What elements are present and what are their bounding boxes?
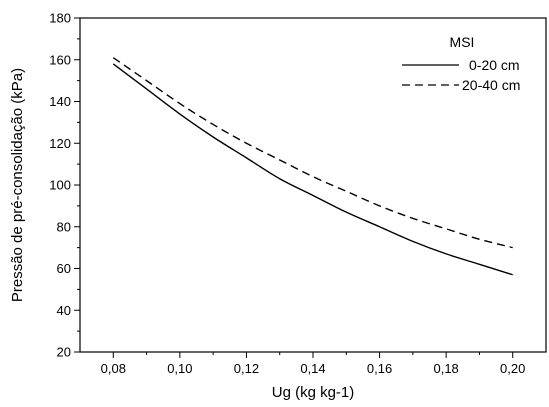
series-line-20-40cm	[112, 57, 513, 249]
y-tick-label: 100	[49, 178, 71, 193]
y-tick-label: 140	[49, 94, 71, 109]
x-tick-label: 0,14	[300, 361, 325, 376]
y-tick-label: 60	[57, 261, 71, 276]
x-tick-label: 0,18	[433, 361, 458, 376]
x-tick-label: 0,12	[234, 361, 259, 376]
legend-label-0-20cm: 0-20 cm	[469, 57, 520, 73]
y-tick-label: 20	[57, 345, 71, 360]
x-tick-label: 0,10	[167, 361, 192, 376]
series-group	[112, 57, 513, 276]
y-tick-label: 180	[49, 11, 71, 26]
x-tick-label: 0,08	[101, 361, 126, 376]
legend-label-20-40cm: 20-40 cm	[462, 77, 520, 93]
x-tick-label: 0,20	[500, 361, 525, 376]
x-tick-label: 0,16	[367, 361, 392, 376]
x-axis-label: Ug (kg kg-1)	[272, 384, 355, 401]
y-tick-label: 120	[49, 136, 71, 151]
y-tick-label: 80	[57, 219, 71, 234]
series-line-0-20cm	[112, 63, 513, 276]
legend: MSI 0-20 cm 20-40 cm	[402, 34, 520, 93]
y-axis-label: Pressão de pré-consolidação (kPa)	[9, 68, 26, 302]
y-tick-label: 40	[57, 303, 71, 318]
y-tick-label: 160	[49, 52, 71, 67]
legend-title: MSI	[450, 34, 475, 50]
y-axis: 20 40 60 80 100 120 140 160 180	[49, 11, 80, 360]
x-axis: 0,08 0,10 0,12 0,14 0,16 0,18 0,20	[101, 352, 525, 376]
